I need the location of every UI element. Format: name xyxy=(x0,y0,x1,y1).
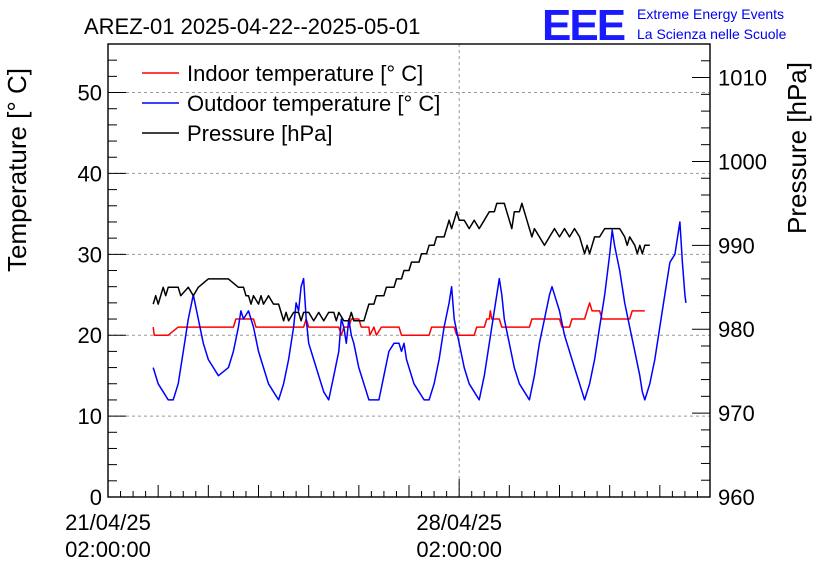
left-tick-label: 20 xyxy=(78,323,102,348)
right-tick-label: 960 xyxy=(718,485,755,510)
logo-mark: EEE xyxy=(542,1,625,50)
x-tick-label-time: 02:00:00 xyxy=(65,537,151,562)
left-axis: 0 10 20 30 40 50 xyxy=(78,59,126,510)
left-tick-label: 50 xyxy=(78,81,102,106)
legend: Indoor temperature [° C] Outdoor temperat… xyxy=(142,61,440,146)
right-tick-label: 1000 xyxy=(718,149,767,174)
series-line-pressure xyxy=(152,202,650,322)
logo: EEE Extreme Energy Events La Scienza nel… xyxy=(542,1,787,50)
left-tick-label: 10 xyxy=(78,404,102,429)
series-line-outdoor xyxy=(152,221,687,401)
left-tick-label: 40 xyxy=(78,161,102,186)
logo-line2: La Scienza nelle Scuole xyxy=(637,26,787,42)
legend-label-outdoor: Outdoor temperature [° C] xyxy=(187,91,440,116)
y-axis-label-right: Pressure [hPa] xyxy=(782,62,812,234)
x-tick-label-date: 21/04/25 xyxy=(65,510,151,535)
series-line-indoor xyxy=(152,302,645,336)
legend-label-indoor: Indoor temperature [° C] xyxy=(187,61,423,86)
y-axis-label-left: Temperature [° C] xyxy=(2,68,32,272)
legend-label-pressure: Pressure [hPa] xyxy=(187,121,333,146)
series-layer xyxy=(152,202,687,401)
chart-title: AREZ-01 2025-04-22--2025-05-01 xyxy=(84,14,420,39)
right-tick-label: 990 xyxy=(718,233,755,258)
left-tick-label: 0 xyxy=(90,485,102,510)
logo-line1: Extreme Energy Events xyxy=(637,6,784,22)
x-tick-label-time: 02:00:00 xyxy=(416,537,502,562)
left-tick-label: 30 xyxy=(78,242,102,267)
right-tick-label: 1010 xyxy=(718,66,767,91)
x-tick-label-date: 28/04/25 xyxy=(416,510,502,535)
right-tick-label: 970 xyxy=(718,401,755,426)
right-tick-label: 980 xyxy=(718,317,755,342)
right-axis: 960 970 980 990 1000 1010 xyxy=(692,43,767,510)
